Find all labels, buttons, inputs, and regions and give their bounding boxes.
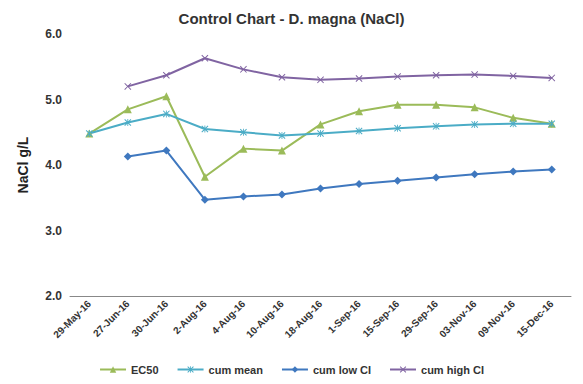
svg-text:09-Nov-16: 09-Nov-16 <box>476 298 518 340</box>
svg-text:Control Chart - D. magna (NaCl: Control Chart - D. magna (NaCl) <box>179 10 405 27</box>
svg-text:10-Aug-16: 10-Aug-16 <box>244 298 286 340</box>
svg-text:29-Sep-16: 29-Sep-16 <box>399 298 440 339</box>
svg-text:03-Nov-16: 03-Nov-16 <box>437 298 479 340</box>
svg-text:15-Dec-16: 15-Dec-16 <box>514 298 555 339</box>
svg-text:1-Sep-16: 1-Sep-16 <box>326 298 364 336</box>
svg-text:18-Aug-16: 18-Aug-16 <box>282 298 324 340</box>
svg-text:cum low CI: cum low CI <box>313 364 371 376</box>
svg-text:5.0: 5.0 <box>45 93 62 107</box>
svg-text:27-Jun-16: 27-Jun-16 <box>91 298 132 339</box>
svg-text:NaCl g/L: NaCl g/L <box>15 136 31 193</box>
svg-text:cum mean: cum mean <box>209 364 264 376</box>
svg-text:29-May-16: 29-May-16 <box>51 298 93 340</box>
svg-text:4-Aug-16: 4-Aug-16 <box>209 298 247 336</box>
svg-text:30-Jun-16: 30-Jun-16 <box>129 298 170 339</box>
svg-text:15-Sep-16: 15-Sep-16 <box>360 298 401 339</box>
svg-text:cum high CI: cum high CI <box>421 364 484 376</box>
svg-text:6.0: 6.0 <box>45 27 62 41</box>
svg-text:2-Aug-16: 2-Aug-16 <box>171 298 209 336</box>
svg-text:EC50: EC50 <box>131 364 159 376</box>
svg-text:4.0: 4.0 <box>45 158 62 172</box>
svg-text:3.0: 3.0 <box>45 224 62 238</box>
svg-text:2.0: 2.0 <box>45 289 62 303</box>
